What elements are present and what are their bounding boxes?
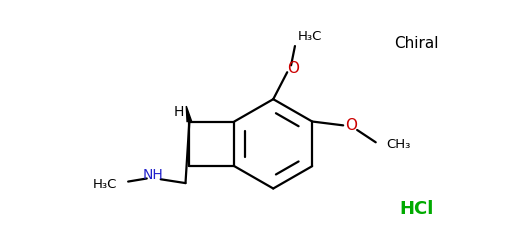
Text: O: O xyxy=(345,118,357,133)
Text: H₃C: H₃C xyxy=(298,30,323,43)
Text: Chiral: Chiral xyxy=(394,36,439,51)
Polygon shape xyxy=(186,106,191,122)
Text: O: O xyxy=(287,61,300,76)
Text: CH₃: CH₃ xyxy=(387,138,411,151)
Text: NH: NH xyxy=(142,168,163,183)
Text: HCl: HCl xyxy=(399,199,434,218)
Text: H₃C: H₃C xyxy=(93,178,117,191)
Text: H: H xyxy=(174,105,184,119)
